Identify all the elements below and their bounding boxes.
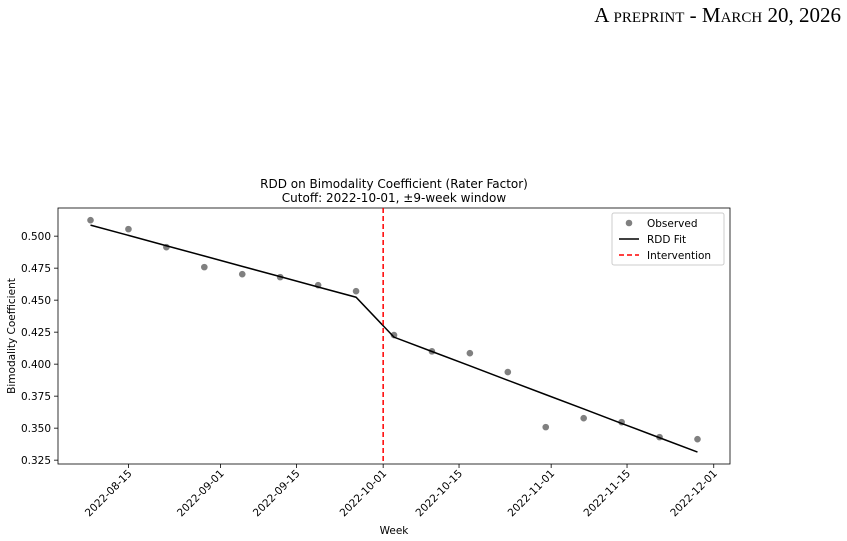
y-tick-label: 0.425 xyxy=(21,327,51,339)
observed-point xyxy=(87,216,94,224)
y-tick-label: 0.500 xyxy=(21,231,51,243)
y-axis-label: Bimodality Coefficient xyxy=(6,278,18,394)
y-tick-label: 0.450 xyxy=(21,295,51,307)
legend-marker xyxy=(625,219,633,227)
y-tick-label: 0.325 xyxy=(21,455,51,467)
observed-point xyxy=(238,270,246,278)
plot-frame xyxy=(57,207,731,465)
y-tick-label: 0.475 xyxy=(21,263,51,275)
x-tick-label: 2022-12-01 xyxy=(668,468,720,520)
chart-title: RDD on Bimodality Coefficient (Rater Fac… xyxy=(260,177,528,191)
observed-point xyxy=(390,331,398,339)
x-tick-label: 2022-11-15 xyxy=(582,468,634,520)
observed-point xyxy=(504,368,512,376)
legend-label: RDD Fit xyxy=(647,234,686,246)
observed-point xyxy=(580,414,587,422)
observed-point xyxy=(201,263,208,271)
x-tick-label: 2022-11-01 xyxy=(506,468,558,520)
chart-subtitle: Cutoff: 2022-10-01, ±9-week window xyxy=(282,191,507,205)
legend-label: Observed xyxy=(647,218,698,230)
running-title: A preprint - March 20, 2026 xyxy=(594,3,841,27)
fit-line xyxy=(90,224,698,453)
observed-point xyxy=(694,435,701,443)
y-tick-label: 0.400 xyxy=(21,359,51,371)
legend-label: Intervention xyxy=(647,250,711,262)
x-tick-label: 2022-09-01 xyxy=(175,468,227,520)
observed-point xyxy=(542,423,550,431)
observed-point xyxy=(125,225,132,233)
x-tick-label: 2022-10-01 xyxy=(338,468,390,520)
x-tick-label: 2022-09-15 xyxy=(251,468,303,520)
observed-point xyxy=(352,287,360,295)
observed-point xyxy=(466,349,474,357)
x-axis-label: Week xyxy=(380,525,410,537)
y-tick-label: 0.375 xyxy=(21,391,51,403)
x-tick-label: 2022-08-15 xyxy=(83,468,135,520)
x-tick-label: 2022-10-15 xyxy=(414,468,466,520)
y-tick-label: 0.350 xyxy=(21,423,51,435)
legend-box xyxy=(611,212,725,266)
